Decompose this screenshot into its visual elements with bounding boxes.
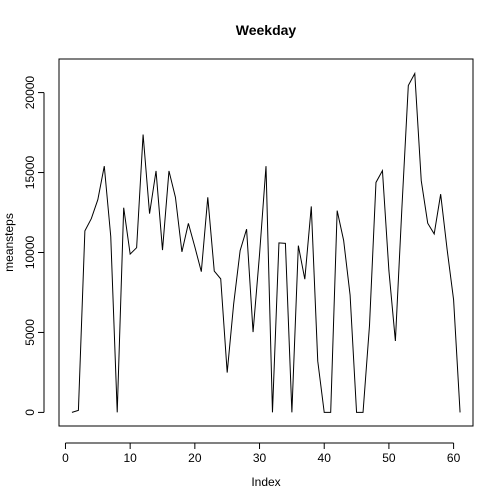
x-tick-label: 30 bbox=[253, 451, 267, 465]
y-tick-label: 15000 bbox=[23, 156, 37, 190]
y-tick-label: 20000 bbox=[23, 76, 37, 110]
y-tick-label: 5000 bbox=[23, 319, 37, 346]
x-tick-label: 60 bbox=[447, 451, 461, 465]
y-tick-label: 0 bbox=[23, 409, 37, 416]
plot-frame bbox=[58, 58, 474, 427]
chart-title: Weekday bbox=[236, 22, 297, 38]
y-axis-label: meansteps bbox=[2, 213, 16, 272]
x-tick-label: 0 bbox=[62, 451, 69, 465]
x-tick-label: 40 bbox=[318, 451, 332, 465]
x-tick-label: 50 bbox=[382, 451, 396, 465]
y-axis: 0 5000 10000 15000 20000 bbox=[23, 76, 45, 416]
x-tick-label: 20 bbox=[188, 451, 202, 465]
x-axis: 0 10 20 30 40 50 60 bbox=[62, 442, 461, 465]
x-tick-label: 10 bbox=[123, 451, 137, 465]
x-axis-label: Index bbox=[251, 475, 280, 489]
y-tick-label: 10000 bbox=[23, 235, 37, 269]
series-line bbox=[71, 71, 461, 413]
series-group bbox=[71, 71, 461, 413]
